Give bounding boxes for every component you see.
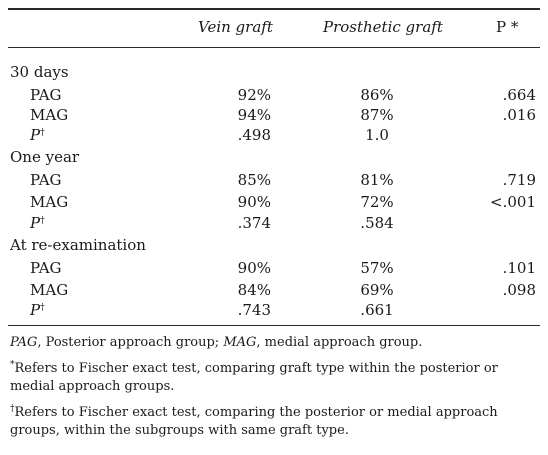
vein-value: 84% bbox=[237, 281, 271, 299]
group-title-row: One year bbox=[0, 148, 548, 169]
top-rule bbox=[8, 8, 540, 10]
table-row: PAG 90% 57% .101 bbox=[0, 259, 548, 280]
group-title: 30 days bbox=[10, 63, 69, 81]
row-label: MAG bbox=[30, 281, 69, 299]
group-title: One year bbox=[10, 148, 80, 166]
row-label: MAG bbox=[30, 106, 69, 124]
row-label: P† bbox=[30, 126, 45, 144]
vein-value: 90% bbox=[237, 259, 271, 277]
vein-value: .743 bbox=[237, 301, 271, 319]
table-row: MAG 94% 87% .016 bbox=[0, 106, 548, 127]
prosthetic-value: 69% bbox=[360, 281, 394, 299]
table-row: P† .498 1.0 bbox=[0, 126, 548, 147]
prosthetic-value: 1.0 bbox=[365, 126, 389, 144]
row-label: PAG bbox=[30, 86, 62, 104]
header-p-value: P * bbox=[496, 18, 519, 36]
header-prosthetic-graft: Prosthetic graft bbox=[323, 18, 443, 36]
abbreviation-note: PAG, Posterior approach group; MAG, medi… bbox=[10, 335, 423, 350]
group-title-row: At re-examination bbox=[0, 236, 548, 257]
vein-value: .374 bbox=[237, 214, 271, 232]
prosthetic-value: 81% bbox=[360, 171, 394, 189]
dagger-mark: † bbox=[40, 216, 45, 226]
table-row: P† .374 .584 bbox=[0, 214, 548, 235]
footnotes: PAG, Posterior approach group; MAG, medi… bbox=[10, 334, 540, 444]
dagger-mark: † bbox=[40, 303, 45, 313]
p-value: .664 bbox=[502, 86, 536, 104]
prosthetic-value: .584 bbox=[360, 214, 394, 232]
table-row: P† .743 .661 bbox=[0, 301, 548, 322]
table-row: PAG 85% 81% .719 bbox=[0, 171, 548, 192]
prosthetic-value: 57% bbox=[360, 259, 394, 277]
group-title-row: 30 days bbox=[0, 63, 548, 84]
row-label: MAG bbox=[30, 193, 69, 211]
p-value: <.001 bbox=[490, 193, 536, 211]
vein-value: 94% bbox=[237, 106, 271, 124]
dagger-mark: † bbox=[40, 128, 45, 138]
p-value: .098 bbox=[502, 281, 536, 299]
table-row: MAG 84% 69% .098 bbox=[0, 281, 548, 302]
vein-value: 85% bbox=[237, 171, 271, 189]
p-value: .101 bbox=[502, 259, 536, 277]
header-vein-graft: Vein graft bbox=[198, 18, 273, 36]
dagger-footnote: †Refers to Fischer exact test, comparing… bbox=[10, 404, 498, 438]
p-value: .719 bbox=[502, 171, 536, 189]
table-row: PAG 92% 86% .664 bbox=[0, 86, 548, 107]
header-rule bbox=[8, 47, 540, 48]
prosthetic-value: 72% bbox=[360, 193, 394, 211]
table-row: MAG 90% 72% <.001 bbox=[0, 193, 548, 214]
row-label: P† bbox=[30, 301, 45, 319]
star-footnote: *Refers to Fischer exact test, comparing… bbox=[10, 360, 498, 394]
p-value: .016 bbox=[502, 106, 536, 124]
prosthetic-value: 87% bbox=[360, 106, 394, 124]
prosthetic-value: .661 bbox=[360, 301, 394, 319]
vein-value: 90% bbox=[237, 193, 271, 211]
bottom-rule bbox=[8, 325, 540, 326]
vein-value: 92% bbox=[237, 86, 271, 104]
row-label: PAG bbox=[30, 259, 62, 277]
group-title: At re-examination bbox=[10, 236, 146, 254]
row-label: P† bbox=[30, 214, 45, 232]
prosthetic-value: 86% bbox=[360, 86, 394, 104]
vein-value: .498 bbox=[237, 126, 271, 144]
row-label: PAG bbox=[30, 171, 62, 189]
